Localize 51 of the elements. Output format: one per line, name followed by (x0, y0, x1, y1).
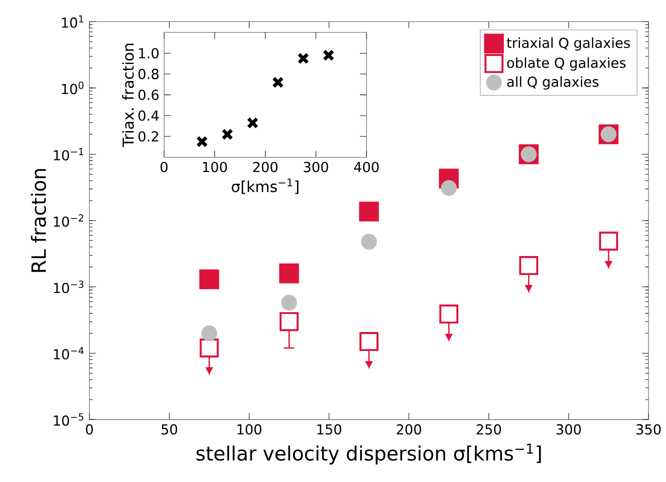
point (297, 52, 310, 64)
legend-label: all Q galaxies (507, 76, 598, 90)
y-axis-title: Triax. fraction (122, 44, 134, 147)
x-tick-label: 400 (354, 162, 379, 172)
y-tick-label: 0.2 (138, 130, 158, 142)
y-tick-label: 10$^{−1}$ (54, 148, 84, 160)
point (440, 180, 457, 196)
x-tick-label: 50 (162, 424, 178, 434)
x-tick-label: 100 (203, 162, 227, 172)
y-tick-label: 10$^{1}$ (62, 15, 84, 28)
x-axis-title: stellar velocity dispersion σ[kms$^{−1}$] (196, 443, 541, 464)
x-axis-title: σ[kms$^{−1}$] (232, 178, 298, 194)
x-tick-label: 350 (636, 424, 661, 434)
point (599, 231, 618, 250)
legend-label: triaxial Q galaxies (506, 37, 630, 50)
x-tick-label: 200 (253, 162, 278, 172)
point (281, 294, 298, 310)
point (279, 263, 299, 284)
y-tick-label: 10$^{−4}$ (54, 346, 84, 360)
point (361, 234, 377, 250)
point (359, 332, 378, 351)
point (322, 49, 334, 61)
x-tick-label: 0 (160, 162, 168, 172)
point (280, 312, 299, 331)
y-tick-label: 10$^{0}$ (62, 81, 84, 94)
x-tick-label: 250 (476, 424, 501, 434)
point (272, 76, 284, 88)
point (221, 128, 234, 140)
y-axis-title: RL fraction (30, 168, 46, 272)
legend-label: oblate Q galaxies (507, 57, 626, 70)
point (246, 116, 259, 129)
x-tick-label: 300 (556, 424, 581, 434)
y-tick-label: 10$^{−2}$ (54, 214, 84, 227)
point (359, 201, 379, 222)
point (519, 256, 538, 275)
x-tick-label: 300 (304, 162, 328, 172)
y-tick-label: 0.8 (138, 68, 159, 79)
point (196, 136, 208, 148)
y-tick-label: 0.6 (138, 89, 159, 100)
x-tick-label: 100 (238, 424, 262, 434)
x-tick-label: 200 (396, 424, 422, 434)
y-tick-label: 1.0 (139, 48, 159, 58)
x-tick-label: 150 (317, 424, 342, 434)
y-tick-label: 0.4 (138, 110, 159, 121)
point (200, 338, 219, 358)
x-tick-label: 0 (86, 424, 93, 434)
point (439, 304, 458, 324)
point (199, 269, 220, 290)
y-tick-label: 10$^{−5}$ (54, 413, 84, 426)
y-tick-label: 10$^{−3}$ (54, 280, 84, 293)
point (201, 325, 218, 341)
